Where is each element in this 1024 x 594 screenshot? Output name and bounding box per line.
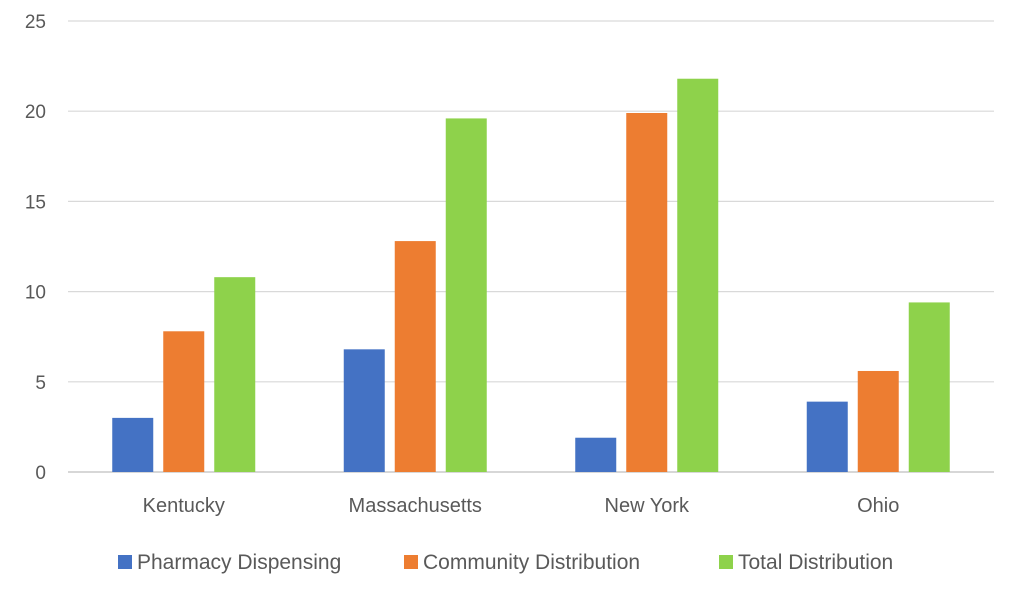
y-tick-label: 10	[25, 283, 46, 304]
legend-label: Community Distribution	[423, 551, 640, 574]
bar-pharmacy-dispensing-new-york	[575, 437, 617, 472]
bar-total-distribution-ohio	[908, 302, 950, 472]
x-category-label: New York	[605, 495, 690, 517]
legend-swatch	[118, 555, 132, 569]
bar-total-distribution-kentucky	[214, 277, 256, 472]
bar-pharmacy-dispensing-ohio	[806, 401, 848, 472]
bar-pharmacy-dispensing-kentucky	[112, 417, 154, 472]
y-tick-label: 20	[25, 102, 46, 123]
bar-community-distribution-massachusetts	[394, 241, 436, 472]
bars	[112, 78, 950, 472]
legend-swatch	[404, 555, 418, 569]
y-tick-label: 15	[25, 192, 46, 213]
y-tick-label: 0	[35, 463, 46, 484]
legend-label: Total Distribution	[738, 551, 893, 574]
x-category-label: Ohio	[857, 495, 899, 517]
x-axis: Kentucky Massachusetts New York Ohio	[143, 495, 900, 517]
legend: Pharmacy Dispensing Community Distributio…	[118, 551, 893, 574]
y-axis: 0 5 10 15 20 25	[25, 12, 46, 484]
y-tick-label: 5	[35, 373, 46, 394]
x-category-label: Kentucky	[143, 495, 225, 517]
y-tick-label: 25	[25, 12, 46, 33]
bar-total-distribution-massachusetts	[445, 118, 487, 472]
bar-community-distribution-new-york	[626, 113, 668, 472]
legend-label: Pharmacy Dispensing	[137, 551, 341, 574]
bar-community-distribution-kentucky	[163, 331, 205, 472]
bar-total-distribution-new-york	[677, 78, 719, 472]
legend-swatch	[719, 555, 733, 569]
bar-community-distribution-ohio	[857, 370, 899, 472]
bar-pharmacy-dispensing-massachusetts	[343, 349, 385, 472]
x-category-label: Massachusetts	[349, 495, 482, 517]
